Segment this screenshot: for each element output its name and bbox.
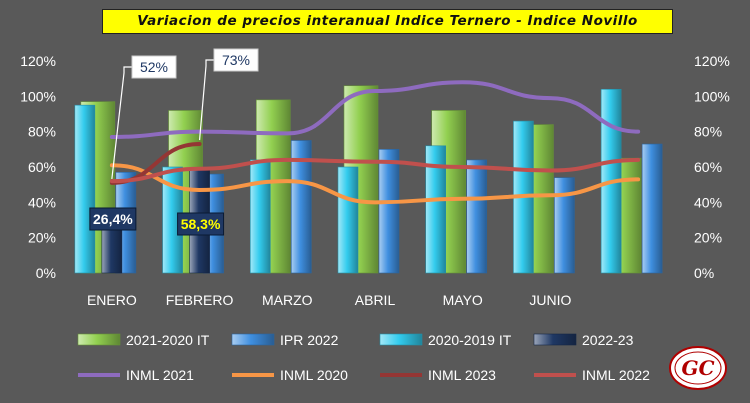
chart-title: Variacion de precios interanual Indice T… <box>102 9 673 34</box>
callout-label: 73% <box>222 52 250 68</box>
legend-label: 2021-2020 IT <box>126 332 210 348</box>
y-tick-label: 120% <box>20 53 56 69</box>
bar-2 <box>337 166 359 274</box>
bar-1 <box>641 143 663 274</box>
bar-2 <box>249 159 271 274</box>
y-tick-label: 100% <box>20 88 56 104</box>
bar-3 <box>101 226 123 274</box>
y2-tick-label: 0% <box>694 265 714 281</box>
logo-text: GC <box>682 356 715 380</box>
legend-label: 2020-2019 IT <box>428 332 512 348</box>
y2-tick-label: 40% <box>694 194 722 210</box>
legend-swatch <box>379 333 423 346</box>
x-tick-label: JUNIO <box>529 292 571 308</box>
y2-tick-label: 120% <box>694 53 730 69</box>
legend-swatch <box>77 333 121 346</box>
callout-leader <box>198 59 214 141</box>
legend-label: INML 2023 <box>428 367 496 383</box>
x-tick-label: ENERO <box>87 292 137 308</box>
callout-box <box>131 55 177 79</box>
bar-2 <box>74 104 96 274</box>
line-3 <box>109 157 641 184</box>
legend-label: IPR 2022 <box>280 332 339 348</box>
x-tick-label: FEBRERO <box>166 292 234 308</box>
x-tick-label: ABRIL <box>355 292 396 308</box>
y-tick-label: 40% <box>28 194 56 210</box>
line-1 <box>109 163 641 205</box>
y-tick-label: 60% <box>28 159 56 175</box>
legend-swatch <box>231 333 275 346</box>
legend-label: INML 2020 <box>280 367 348 383</box>
callout-label: 52% <box>140 59 168 75</box>
bar-1 <box>466 159 488 274</box>
data-label: 26,4% <box>93 211 133 227</box>
legend-label: INML 2022 <box>582 367 650 383</box>
bar-1 <box>290 140 312 274</box>
y2-tick-label: 100% <box>694 88 730 104</box>
x-tick-label: MAYO <box>443 292 483 308</box>
data-label-box <box>89 207 137 231</box>
data-label: 58,3% <box>181 216 221 232</box>
legend-label: 2022-23 <box>582 332 634 348</box>
bar-1 <box>554 177 575 274</box>
legend-label: INML 2021 <box>126 367 194 383</box>
y-tick-label: 0% <box>36 265 56 281</box>
data-label-box <box>177 212 225 236</box>
gc-logo: GC <box>669 346 727 390</box>
line-0 <box>109 80 641 139</box>
bar-1 <box>378 149 400 274</box>
callout-leader <box>111 66 132 179</box>
y-tick-label: 20% <box>28 230 56 246</box>
y-tick-label: 80% <box>28 124 56 140</box>
x-tick-label: MARZO <box>262 292 313 308</box>
y2-tick-label: 80% <box>694 124 722 140</box>
bar-2 <box>425 145 447 274</box>
callout-box <box>213 48 259 72</box>
y2-tick-label: 20% <box>694 230 722 246</box>
y2-tick-label: 60% <box>694 159 722 175</box>
legend-swatch <box>533 333 577 346</box>
